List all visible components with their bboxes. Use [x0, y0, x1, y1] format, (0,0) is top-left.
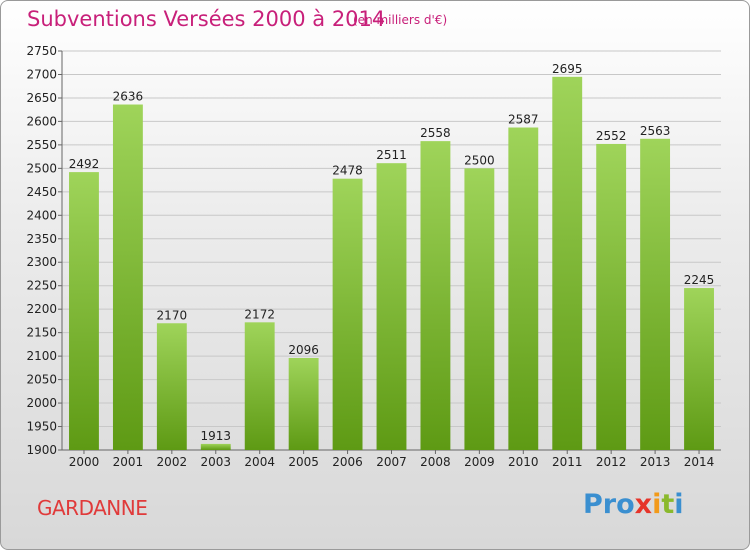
y-tick-label: 2500	[26, 161, 57, 175]
logo-part: x	[634, 489, 653, 520]
y-tick-label: 2400	[26, 208, 57, 222]
value-label: 2563	[640, 124, 671, 138]
y-tick-label: 2650	[26, 91, 57, 105]
x-tick-label: 2004	[244, 455, 275, 469]
chart-title: Subventions Versées 2000 à 2014	[27, 7, 386, 31]
value-label: 2492	[69, 157, 100, 171]
bar-2013	[640, 138, 671, 450]
x-tick-label: 2011	[552, 455, 583, 469]
value-label: 2552	[596, 129, 627, 143]
y-tick-label: 2200	[26, 302, 57, 316]
bar-2004	[244, 322, 275, 450]
x-tick-label: 2000	[69, 455, 100, 469]
value-label: 2636	[113, 90, 144, 104]
bar-2000	[69, 172, 99, 451]
x-tick-label: 2007	[376, 455, 407, 469]
y-tick-label: 2550	[26, 138, 57, 152]
logo-part: t	[661, 489, 675, 520]
y-tick-label: 2250	[26, 279, 57, 293]
y-tick-label: 2350	[26, 232, 57, 246]
x-tick-label: 2008	[420, 455, 451, 469]
y-tick-label: 2450	[26, 185, 57, 199]
y-tick-label: 1950	[26, 420, 57, 434]
city-name: GARDANNE	[37, 496, 148, 520]
bar-2014	[684, 288, 714, 450]
value-label: 2587	[508, 113, 539, 127]
y-tick-label: 2750	[26, 44, 57, 58]
bar-2008	[420, 141, 451, 450]
value-label: 2500	[464, 153, 495, 167]
bar-2003	[200, 443, 231, 450]
x-tick-label: 2009	[464, 455, 495, 469]
bar-2002	[156, 323, 187, 450]
bar-2001	[112, 104, 143, 450]
bar-2010	[508, 127, 539, 451]
value-label: 1913	[200, 429, 231, 443]
y-tick-label: 2600	[26, 114, 57, 128]
bar-2009	[464, 168, 495, 450]
bar-2012	[596, 143, 627, 450]
y-tick-label: 2000	[26, 396, 57, 410]
value-label: 2478	[332, 164, 363, 178]
logo-part: Pro	[583, 489, 635, 520]
logo-part: i	[674, 489, 684, 520]
y-tick-label: 2050	[26, 373, 57, 387]
value-label: 2172	[244, 307, 275, 321]
logo-part: i	[652, 489, 662, 520]
value-label: 2170	[157, 308, 188, 322]
bar-2006	[332, 178, 363, 450]
y-tick-label: 1900	[26, 443, 57, 457]
x-tick-label: 2014	[684, 455, 715, 469]
x-tick-label: 2006	[332, 455, 363, 469]
x-tick-label: 2005	[288, 455, 319, 469]
y-tick-label: 2300	[26, 255, 57, 269]
y-tick-label: 2100	[26, 349, 57, 363]
value-label: 2511	[376, 148, 407, 162]
value-label: 2558	[420, 126, 451, 140]
x-tick-label: 2010	[508, 455, 539, 469]
bar-2007	[376, 163, 407, 451]
x-tick-label: 2003	[200, 455, 231, 469]
x-tick-label: 2002	[157, 455, 188, 469]
bar-2005	[288, 357, 319, 450]
value-label: 2245	[684, 273, 715, 287]
y-tick-label: 2700	[26, 67, 57, 81]
value-label: 2695	[552, 62, 583, 76]
x-tick-label: 2001	[113, 455, 144, 469]
x-tick-label: 2012	[596, 455, 627, 469]
bar-2011	[552, 76, 583, 450]
x-tick-label: 2013	[640, 455, 671, 469]
proxiti-logo: Proxiti	[583, 489, 684, 520]
value-label: 2096	[288, 343, 319, 357]
y-tick-label: 2150	[26, 326, 57, 340]
chart-subtitle: (en milliers d'€)	[353, 13, 448, 27]
